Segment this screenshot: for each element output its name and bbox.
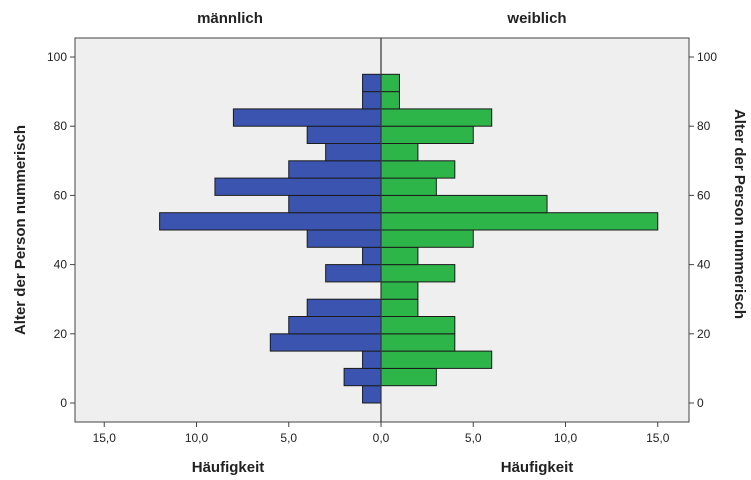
bar-female-60 [380,177,437,196]
y-tick-label-left: 60 [54,188,68,202]
bar-female-85 [380,91,400,110]
y-tick-label-left: 40 [54,258,68,272]
bar-female-65 [380,160,456,179]
bar-female-50 [380,212,659,231]
bar-male-0 [362,385,382,404]
bar-female-30 [380,281,419,300]
y-axis-title-left: Alter der Person nummerisch [12,125,29,335]
x-tick-label: 10,0 [554,431,578,445]
bar-male-70 [325,143,382,162]
group-label-female: weiblich [506,10,566,27]
x-axis-title-left: Häufigkeit [192,459,265,476]
bar-male-75 [306,125,382,144]
bar-female-55 [380,194,548,214]
y-tick-label-right: 0 [697,396,704,410]
y-tick-label-left: 100 [47,50,67,64]
y-tick-label-left: 20 [54,327,68,341]
y-tick-label-right: 100 [697,50,717,64]
x-tick-label: 5,0 [280,431,297,445]
x-axis-title-right: Häufigkeit [501,459,574,476]
bar-male-20 [288,316,382,335]
y-tick-label-left: 0 [60,396,67,410]
y-tick-label-right: 80 [697,119,711,133]
bar-male-90 [362,73,382,93]
bar-female-90 [380,73,400,93]
bar-female-45 [380,229,474,248]
bar-male-60 [214,177,382,196]
bar-male-80 [232,108,382,127]
bar-male-10 [362,350,382,369]
bar-female-80 [380,108,493,127]
bar-male-45 [306,229,382,248]
group-label-male: männlich [197,10,263,27]
bar-female-10 [380,350,493,369]
y-tick-label-right: 60 [697,188,711,202]
x-tick-label: 15,0 [93,431,117,445]
bar-female-5 [380,367,437,387]
bar-male-5 [343,367,382,387]
y-tick-label-right: 40 [697,258,711,272]
y-tick-label-right: 20 [697,327,711,341]
bar-male-55 [288,194,382,214]
bar-female-70 [380,143,419,162]
x-tick-label: 5,0 [465,431,482,445]
y-axis-title-right: Alter der Person nummerisch [731,109,748,319]
bar-male-35 [325,264,382,283]
bar-female-25 [380,298,419,318]
bar-male-40 [362,246,382,266]
bar-male-50 [159,212,382,231]
bar-male-15 [269,333,382,352]
bar-female-35 [380,264,456,283]
bar-female-40 [380,246,419,266]
bar-female-75 [380,125,474,144]
bar-female-20 [380,316,456,335]
x-tick-label: 15,0 [646,431,670,445]
y-tick-label-left: 80 [54,119,68,133]
x-tick-label: 0,0 [373,431,390,445]
bar-male-65 [288,160,382,179]
bar-male-25 [306,298,382,318]
bar-male-85 [362,91,382,110]
bar-female-15 [380,333,456,352]
x-tick-label: 10,0 [185,431,209,445]
